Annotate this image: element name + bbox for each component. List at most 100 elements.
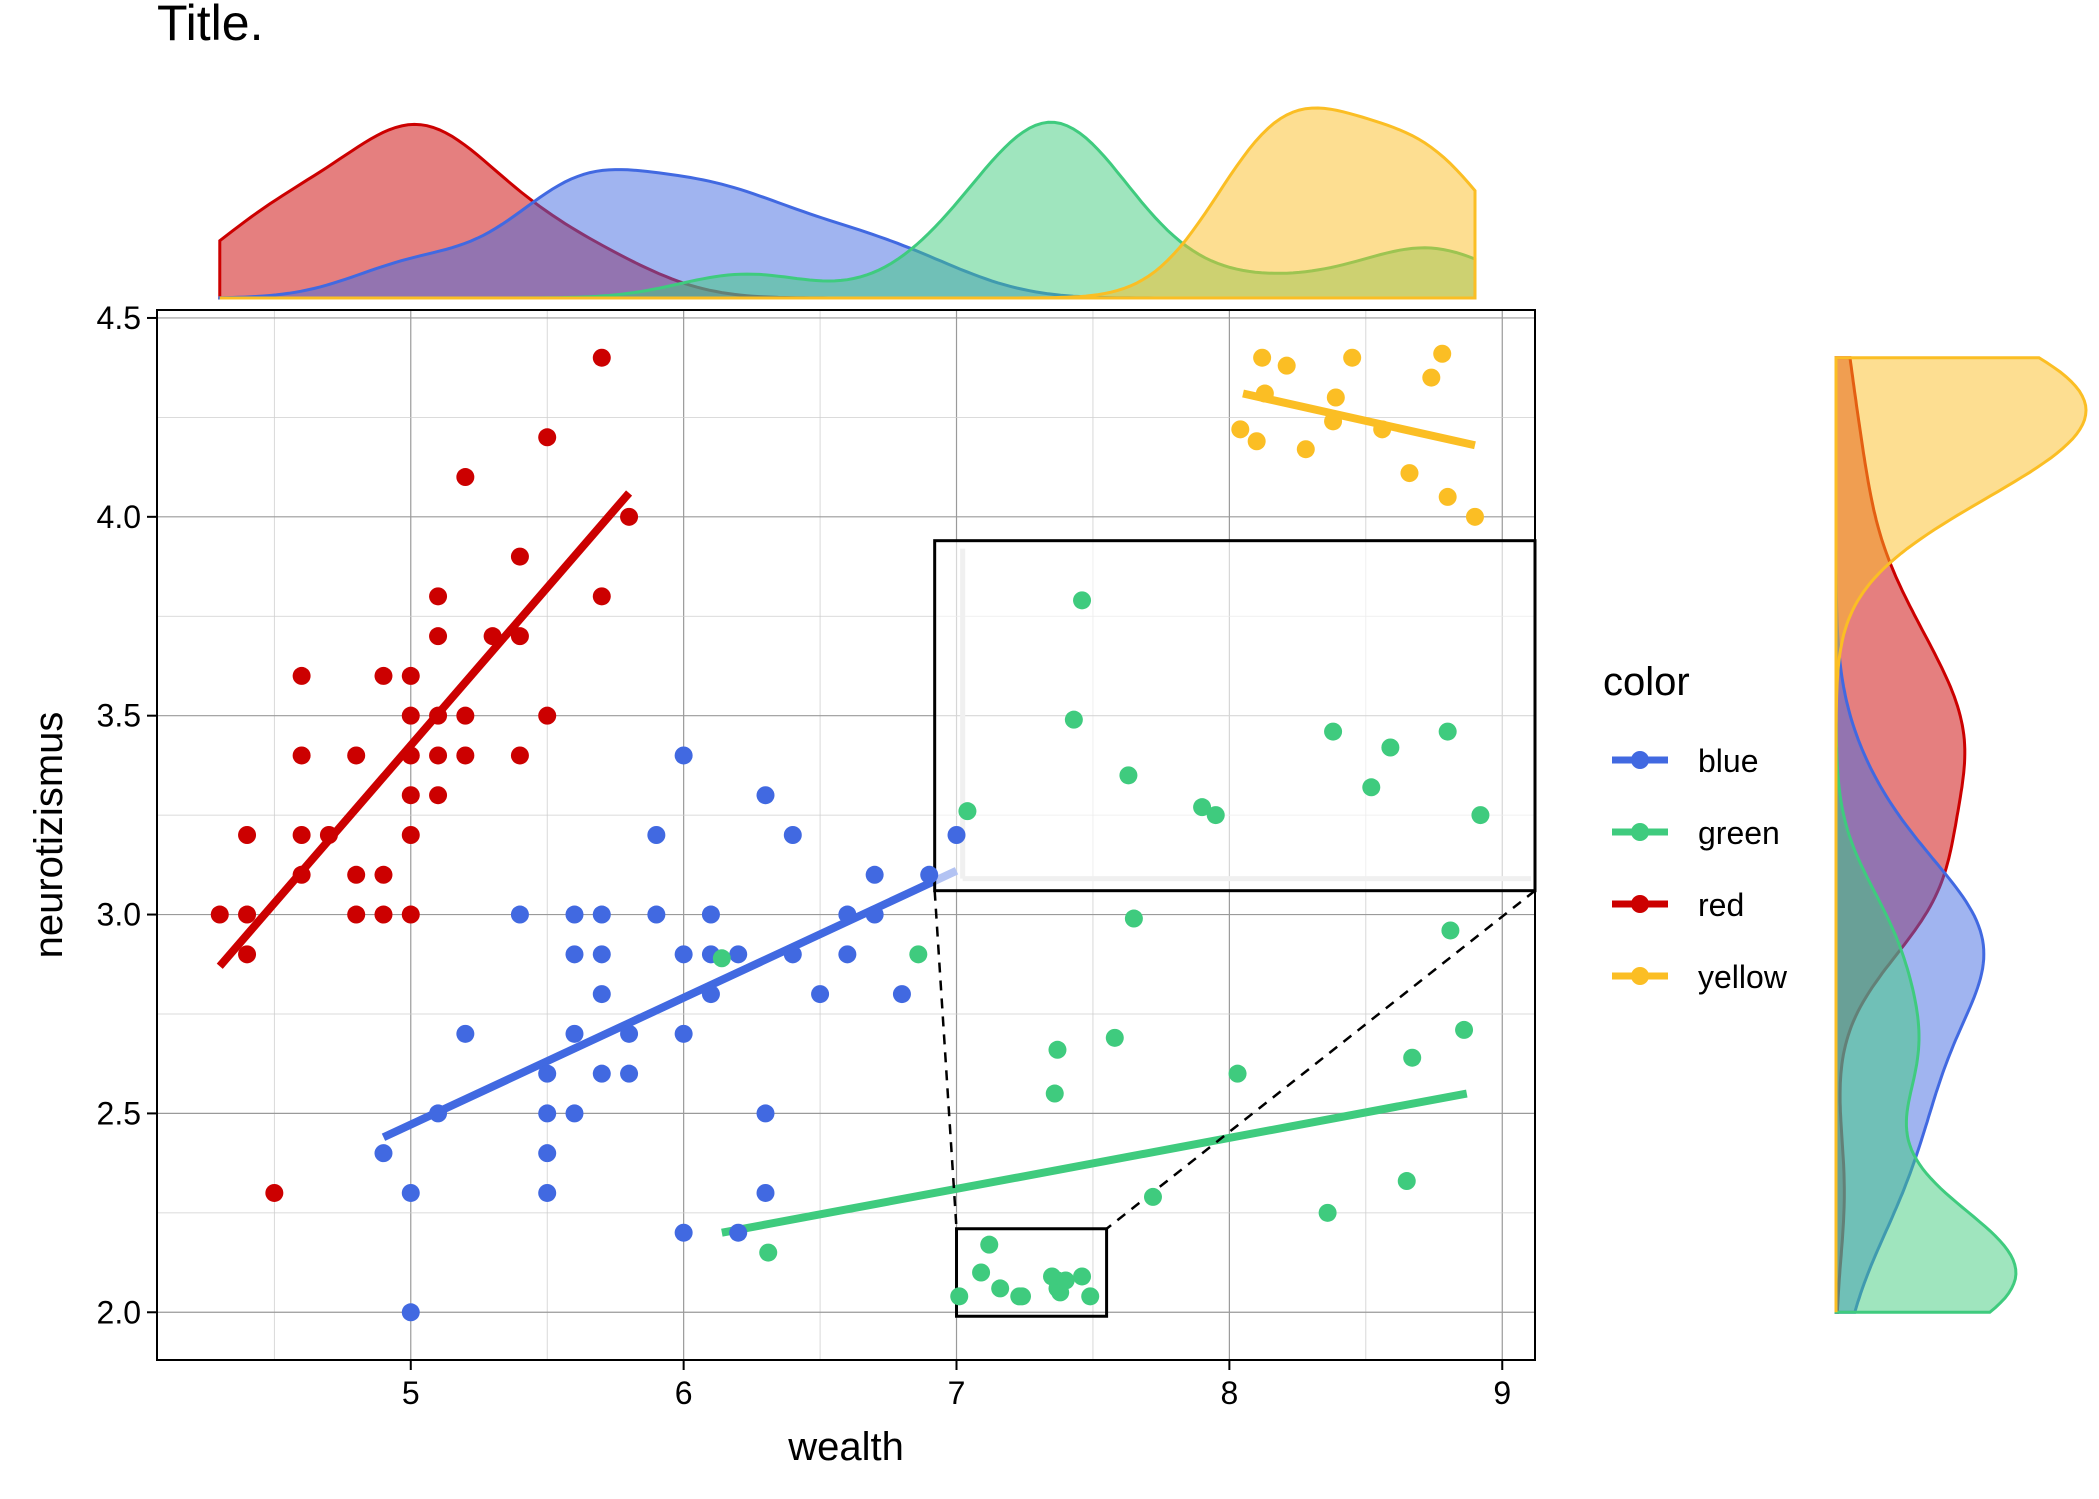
point-red xyxy=(374,666,393,685)
point-red xyxy=(401,905,420,924)
point-yellow xyxy=(1422,368,1441,387)
point-red xyxy=(347,905,366,924)
point-green xyxy=(1013,1287,1032,1306)
right-density-yellow xyxy=(1834,356,2088,1313)
point-green-inset xyxy=(1381,738,1400,757)
main-panel: 5 6 7 8 9 2.0 2.5 3.0 3.5 4.0 4.5 xyxy=(97,300,1537,1411)
point-green-inset xyxy=(1324,722,1343,741)
point-green-inset xyxy=(1193,798,1212,817)
point-red xyxy=(538,428,557,447)
point-yellow xyxy=(1253,348,1272,367)
point-blue xyxy=(701,985,720,1004)
y-axis-label: neurotizismus xyxy=(27,712,71,959)
point-red xyxy=(238,945,257,964)
point-yellow xyxy=(1438,487,1457,506)
point-blue xyxy=(838,945,857,964)
point-blue xyxy=(538,1183,557,1202)
point-red xyxy=(620,507,639,526)
point-blue xyxy=(838,905,857,924)
point-green xyxy=(991,1279,1010,1298)
trend-lines xyxy=(216,389,1476,1237)
y-tick-label: 3.0 xyxy=(97,897,141,933)
point-blue xyxy=(429,1104,448,1123)
point-blue xyxy=(756,786,775,805)
legend: color blue green red yellow xyxy=(1603,660,1788,995)
point-red xyxy=(238,905,257,924)
point-blue xyxy=(592,905,611,924)
point-green-inset xyxy=(958,802,977,821)
point-blue xyxy=(565,905,584,924)
point-red xyxy=(429,587,448,606)
point-red xyxy=(483,627,502,646)
point-red xyxy=(238,826,257,844)
point-yellow xyxy=(1400,464,1419,483)
point-yellow xyxy=(1343,348,1362,367)
point-blue xyxy=(756,1104,775,1123)
x-tick-label: 8 xyxy=(1220,1375,1238,1411)
point-green xyxy=(950,1287,969,1306)
point-blue xyxy=(510,905,529,924)
point-red xyxy=(292,826,311,844)
y-tick-label: 3.5 xyxy=(97,698,141,734)
point-blue xyxy=(674,746,693,765)
point-yellow xyxy=(1324,412,1343,431)
point-red xyxy=(292,865,311,884)
zoom-connector xyxy=(1105,889,1536,1230)
y-tick-label: 4.0 xyxy=(97,499,141,535)
point-blue xyxy=(865,865,884,884)
y-tick-label: 2.5 xyxy=(97,1095,141,1131)
point-red xyxy=(510,627,529,646)
point-red xyxy=(401,706,420,725)
point-blue xyxy=(647,905,666,924)
point-yellow xyxy=(1373,420,1392,439)
point-red xyxy=(510,547,529,566)
legend-key-dot-blue xyxy=(1631,751,1649,769)
legend-key-dot-red xyxy=(1631,895,1649,913)
point-blue xyxy=(592,985,611,1004)
point-green xyxy=(1228,1064,1247,1083)
point-blue xyxy=(538,1064,557,1083)
point-yellow xyxy=(1231,420,1250,439)
point-green xyxy=(1056,1271,1075,1290)
point-yellow xyxy=(1433,344,1452,363)
point-green-inset xyxy=(1438,722,1457,741)
point-blue xyxy=(538,1144,557,1163)
legend-title: color xyxy=(1603,660,1690,704)
zoom-source-box xyxy=(955,1227,1109,1318)
point-blue xyxy=(565,1024,584,1043)
legend-key-dot-green xyxy=(1631,823,1649,841)
point-blue xyxy=(620,1064,639,1083)
point-red xyxy=(292,746,311,765)
point-green-inset xyxy=(1073,591,1092,610)
top-marginal-density xyxy=(218,106,1477,300)
right-marginal-density xyxy=(1834,356,2088,1314)
point-green xyxy=(980,1235,999,1254)
point-yellow xyxy=(1326,388,1345,407)
point-red xyxy=(429,706,448,725)
point-red xyxy=(401,826,420,844)
legend-label-green: green xyxy=(1698,815,1780,851)
point-green xyxy=(1048,1040,1067,1059)
point-red xyxy=(538,706,557,725)
point-red xyxy=(374,865,393,884)
x-tick-label: 9 xyxy=(1493,1375,1511,1411)
point-green xyxy=(1143,1187,1162,1206)
point-yellow xyxy=(1247,432,1266,451)
point-red xyxy=(456,746,475,765)
point-blue xyxy=(401,1183,420,1202)
point-green-inset xyxy=(1471,806,1490,825)
trend-line-blue xyxy=(381,867,959,1141)
point-yellow xyxy=(1277,356,1296,375)
point-blue xyxy=(565,1104,584,1123)
point-blue xyxy=(620,1024,639,1043)
point-green-inset xyxy=(1119,766,1138,785)
point-green xyxy=(1403,1048,1422,1067)
point-blue xyxy=(565,945,584,964)
point-green-inset xyxy=(1206,806,1225,825)
x-axis-ticks: 5 6 7 8 9 xyxy=(402,1360,1511,1411)
point-green xyxy=(1105,1028,1124,1047)
point-red xyxy=(319,826,338,844)
point-blue xyxy=(701,905,720,924)
x-tick-label: 5 xyxy=(402,1375,420,1411)
